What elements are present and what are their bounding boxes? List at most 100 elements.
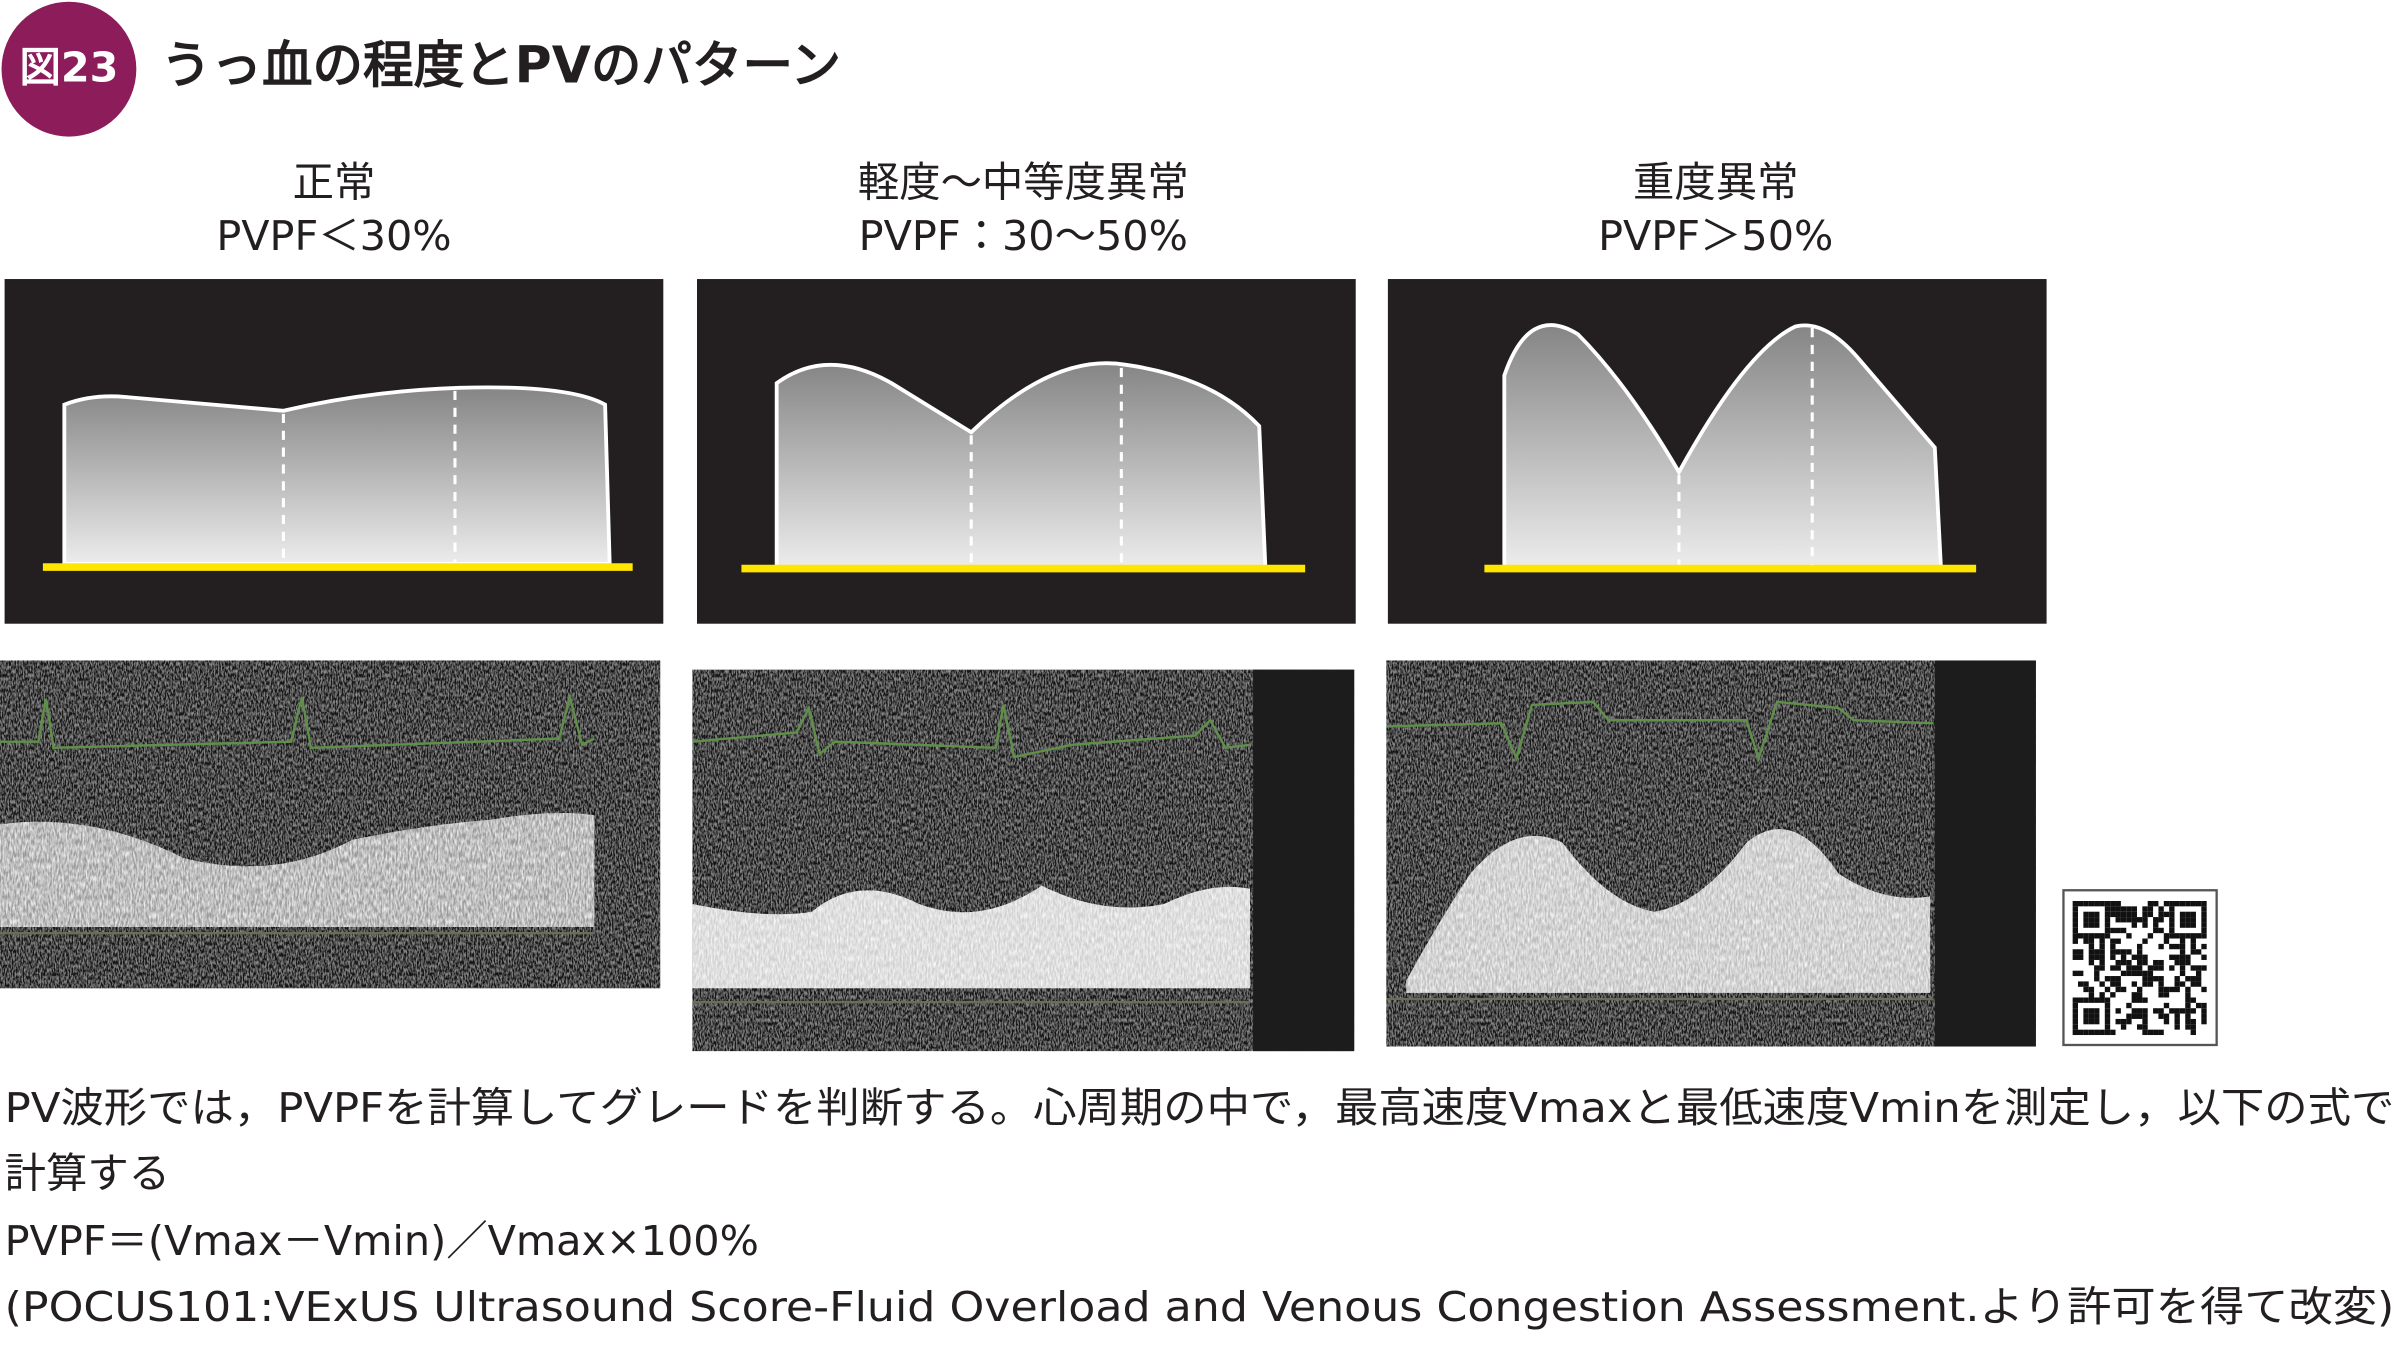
qr-module <box>2131 906 2137 912</box>
qr-module <box>2072 1002 2079 1009</box>
qr-module <box>2190 1029 2196 1036</box>
qr-module <box>2169 1008 2175 1014</box>
qr-module <box>2142 1018 2148 1025</box>
qr-module <box>2120 1024 2127 1030</box>
qr-module <box>2078 1029 2084 1036</box>
qr-module <box>2158 992 2164 998</box>
qr-module <box>2158 1029 2164 1036</box>
qr-module <box>2195 981 2202 987</box>
qr-module <box>2126 906 2132 912</box>
caption-line: (POCUS101:VExUS Ultrasound Score-Fluid O… <box>5 1283 2395 1331</box>
qr-module <box>2179 911 2186 918</box>
qr-module <box>2126 965 2132 971</box>
qr-module <box>2174 959 2180 966</box>
qr-module <box>2099 954 2105 960</box>
qr-module <box>2131 911 2137 918</box>
qr-module <box>2190 933 2196 939</box>
qr-module <box>2179 981 2186 987</box>
qr-module <box>2153 922 2159 928</box>
qr-module <box>2190 922 2196 928</box>
qr-module <box>2136 992 2143 998</box>
qr-module <box>2201 922 2207 928</box>
qr-module <box>2158 943 2164 950</box>
qr-module <box>2083 911 2089 918</box>
qr-module <box>2190 949 2196 955</box>
qr-module <box>2094 954 2100 960</box>
qr-module <box>2201 954 2207 960</box>
qr-module <box>2094 933 2100 939</box>
qr-module <box>2120 906 2127 912</box>
qr-module <box>2142 1024 2148 1030</box>
qr-module <box>2110 938 2116 944</box>
qr-module <box>2201 927 2207 934</box>
qr-module <box>2110 949 2116 955</box>
qr-module <box>2078 933 2084 939</box>
qr-module <box>2147 1029 2154 1036</box>
qr-module <box>2104 1013 2111 1019</box>
qr-module <box>2088 917 2095 923</box>
qr-module <box>2115 986 2121 993</box>
qr-module <box>2110 981 2116 987</box>
qr-module <box>2099 992 2105 998</box>
qr-module <box>2131 997 2137 1003</box>
qr-module <box>2088 922 2095 928</box>
qr-module <box>2136 917 2143 923</box>
qr-module <box>2174 933 2180 939</box>
qr-module <box>2169 922 2175 928</box>
qr-module <box>2201 1013 2207 1019</box>
qr-module <box>2099 965 2105 971</box>
qr-module <box>2088 1029 2095 1036</box>
qr-module <box>2185 1008 2191 1014</box>
qr-module <box>2174 1008 2180 1014</box>
qr-module <box>2099 1029 2105 1036</box>
qr-module <box>2072 927 2079 934</box>
qr-module <box>2099 933 2105 939</box>
qr-module <box>2153 959 2159 966</box>
qr-module <box>2174 976 2180 982</box>
qr-module <box>2104 976 2111 982</box>
qr-module <box>2099 900 2105 907</box>
qr-module <box>2088 992 2095 998</box>
qr-module <box>2083 981 2089 987</box>
panel-label: 正常 <box>293 159 376 207</box>
qr-module <box>2104 1018 2111 1025</box>
qr-module <box>2078 954 2084 960</box>
qr-module <box>2179 943 2186 950</box>
qr-module <box>2094 911 2100 918</box>
qr-module <box>2083 1029 2089 1036</box>
qr-code <box>2062 889 2218 1047</box>
qr-module <box>2201 986 2207 993</box>
qr-module <box>2142 1008 2148 1014</box>
schematic <box>4 279 664 624</box>
qr-module <box>2169 986 2175 993</box>
qr-module <box>2190 911 2196 918</box>
qr-module <box>2072 917 2079 923</box>
qr-module <box>2072 922 2079 928</box>
panel-label: 軽度～中等度異常 <box>858 159 1189 207</box>
qr-module <box>2185 922 2191 928</box>
qr-module <box>2201 1002 2207 1009</box>
panel-criterion: PVPF：30～50% <box>859 212 1188 260</box>
qr-module <box>2174 986 2180 993</box>
qr-module <box>2099 981 2105 987</box>
caption-line: PVPF＝(Vmax－Vmin)／Vmax×100% <box>5 1217 759 1265</box>
qr-module <box>2110 992 2116 998</box>
qr-module <box>2136 1024 2143 1030</box>
qr-module <box>2083 1013 2089 1019</box>
qr-module <box>2190 900 2196 907</box>
qr-module <box>2185 1024 2191 1030</box>
qr-module <box>2072 1013 2079 1019</box>
qr-module <box>2083 917 2089 923</box>
qr-module <box>2131 970 2137 977</box>
qr-module <box>2185 997 2191 1003</box>
qr-module <box>2190 976 2196 982</box>
qr-module <box>2120 917 2127 923</box>
qr-module <box>2104 997 2111 1003</box>
qr-module <box>2179 933 2186 939</box>
qr-module <box>2169 943 2175 950</box>
qr-module <box>2126 959 2132 966</box>
qr-module <box>2185 992 2191 998</box>
qr-module <box>2104 906 2111 912</box>
qr-module <box>2072 1024 2079 1030</box>
